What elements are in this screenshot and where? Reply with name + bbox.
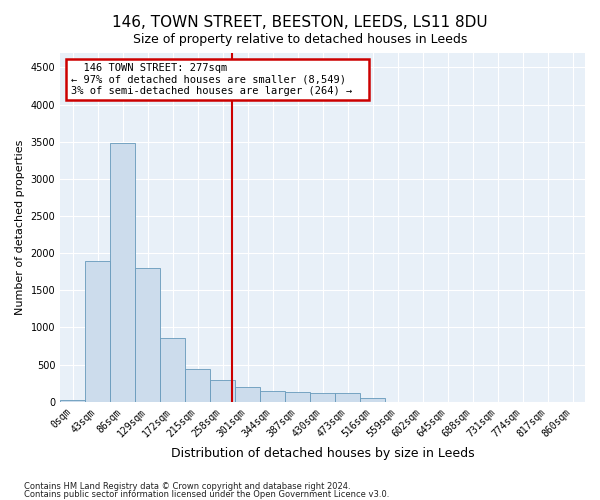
Text: Contains public sector information licensed under the Open Government Licence v3: Contains public sector information licen… (24, 490, 389, 499)
Bar (285, 392, 310, 402)
X-axis label: Distribution of detached houses by size in Leeds: Distribution of detached houses by size … (171, 447, 475, 460)
Bar (260, 390, 285, 402)
Bar (360, 398, 385, 402)
Text: 146, TOWN STREET, BEESTON, LEEDS, LS11 8DU: 146, TOWN STREET, BEESTON, LEEDS, LS11 8… (112, 15, 488, 30)
Bar (60, 400, 85, 402)
Text: Size of property relative to detached houses in Leeds: Size of property relative to detached ho… (133, 32, 467, 46)
Bar (185, 369, 210, 402)
Y-axis label: Number of detached properties: Number of detached properties (15, 140, 25, 315)
Bar (110, 143, 135, 402)
Bar (335, 393, 360, 402)
Text: Contains HM Land Registry data © Crown copyright and database right 2024.: Contains HM Land Registry data © Crown c… (24, 482, 350, 491)
Text: 146 TOWN STREET: 277sqm
← 97% of detached houses are smaller (8,549)
3% of semi-: 146 TOWN STREET: 277sqm ← 97% of detache… (71, 63, 364, 96)
Bar (235, 387, 260, 402)
Bar (135, 268, 160, 402)
Bar (310, 393, 335, 402)
Bar (85, 260, 110, 402)
Bar (210, 380, 235, 402)
Bar (160, 338, 185, 402)
